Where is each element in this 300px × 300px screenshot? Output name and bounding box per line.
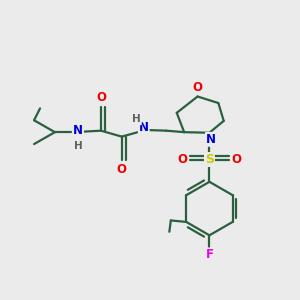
Text: O: O xyxy=(232,153,242,166)
Text: F: F xyxy=(206,248,213,261)
Text: O: O xyxy=(96,91,106,104)
Text: H: H xyxy=(74,140,82,151)
Text: O: O xyxy=(177,153,188,166)
Text: N: N xyxy=(139,121,149,134)
Text: N: N xyxy=(206,133,216,146)
Text: O: O xyxy=(117,164,127,176)
Text: O: O xyxy=(193,81,202,94)
Text: N: N xyxy=(73,124,83,137)
Text: S: S xyxy=(205,153,214,166)
Text: H: H xyxy=(132,114,141,124)
